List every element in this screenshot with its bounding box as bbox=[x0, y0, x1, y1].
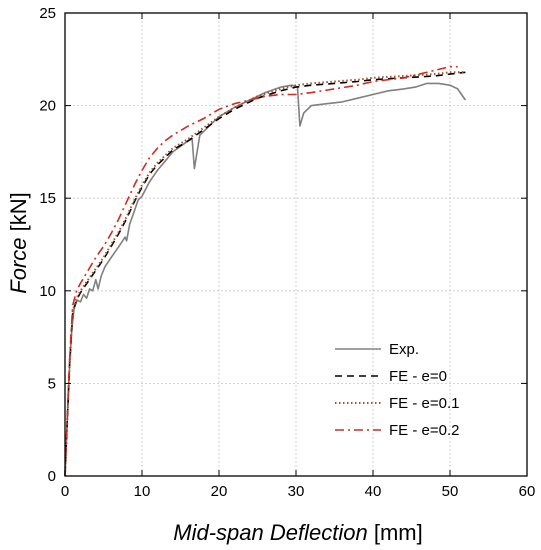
x-tick-label: 20 bbox=[211, 483, 228, 500]
y-axis-title: Force [kN] bbox=[6, 192, 31, 294]
y-tick-label: 20 bbox=[39, 98, 56, 115]
y-tick-label: 0 bbox=[48, 468, 56, 485]
x-tick-label: 60 bbox=[519, 483, 536, 500]
series-layer bbox=[64, 65, 467, 477]
legend-label-3: FE - e=0.2 bbox=[389, 422, 459, 439]
x-tick-label: 0 bbox=[61, 483, 69, 500]
series-line-3 bbox=[64, 65, 458, 477]
y-axis-title-main: Force bbox=[6, 238, 31, 294]
y-tick-label: 25 bbox=[39, 5, 56, 22]
x-axis-title: Mid-span Deflection [mm] bbox=[173, 520, 422, 545]
series-line-2 bbox=[64, 71, 466, 477]
series-line-0 bbox=[64, 82, 467, 477]
x-axis-title-main: Mid-span Deflection bbox=[173, 520, 367, 545]
x-tick-label: 30 bbox=[288, 483, 305, 500]
x-tick-label: 10 bbox=[134, 483, 151, 500]
tick-labels: 0 10 20 30 40 50 60 0 5 10 15 20 25 bbox=[39, 5, 535, 500]
legend-label-0: Exp. bbox=[389, 341, 419, 358]
grid bbox=[65, 13, 527, 476]
x-tick-label: 50 bbox=[442, 483, 459, 500]
y-tick-label: 5 bbox=[48, 375, 56, 392]
x-axis-title-unit: [mm] bbox=[374, 520, 423, 545]
series-line-1 bbox=[64, 71, 466, 477]
y-tick-label: 10 bbox=[39, 283, 56, 300]
y-axis-title-unit: [kN] bbox=[6, 192, 31, 231]
y-tick-label: 15 bbox=[39, 190, 56, 207]
legend-label-1: FE - e=0 bbox=[389, 368, 447, 385]
legend-label-2: FE - e=0.1 bbox=[389, 395, 459, 412]
x-tick-label: 40 bbox=[365, 483, 382, 500]
legend: Exp. FE - e=0 FE - e=0.1 FE - e=0.2 bbox=[335, 341, 459, 439]
tick-marks bbox=[64, 12, 528, 477]
